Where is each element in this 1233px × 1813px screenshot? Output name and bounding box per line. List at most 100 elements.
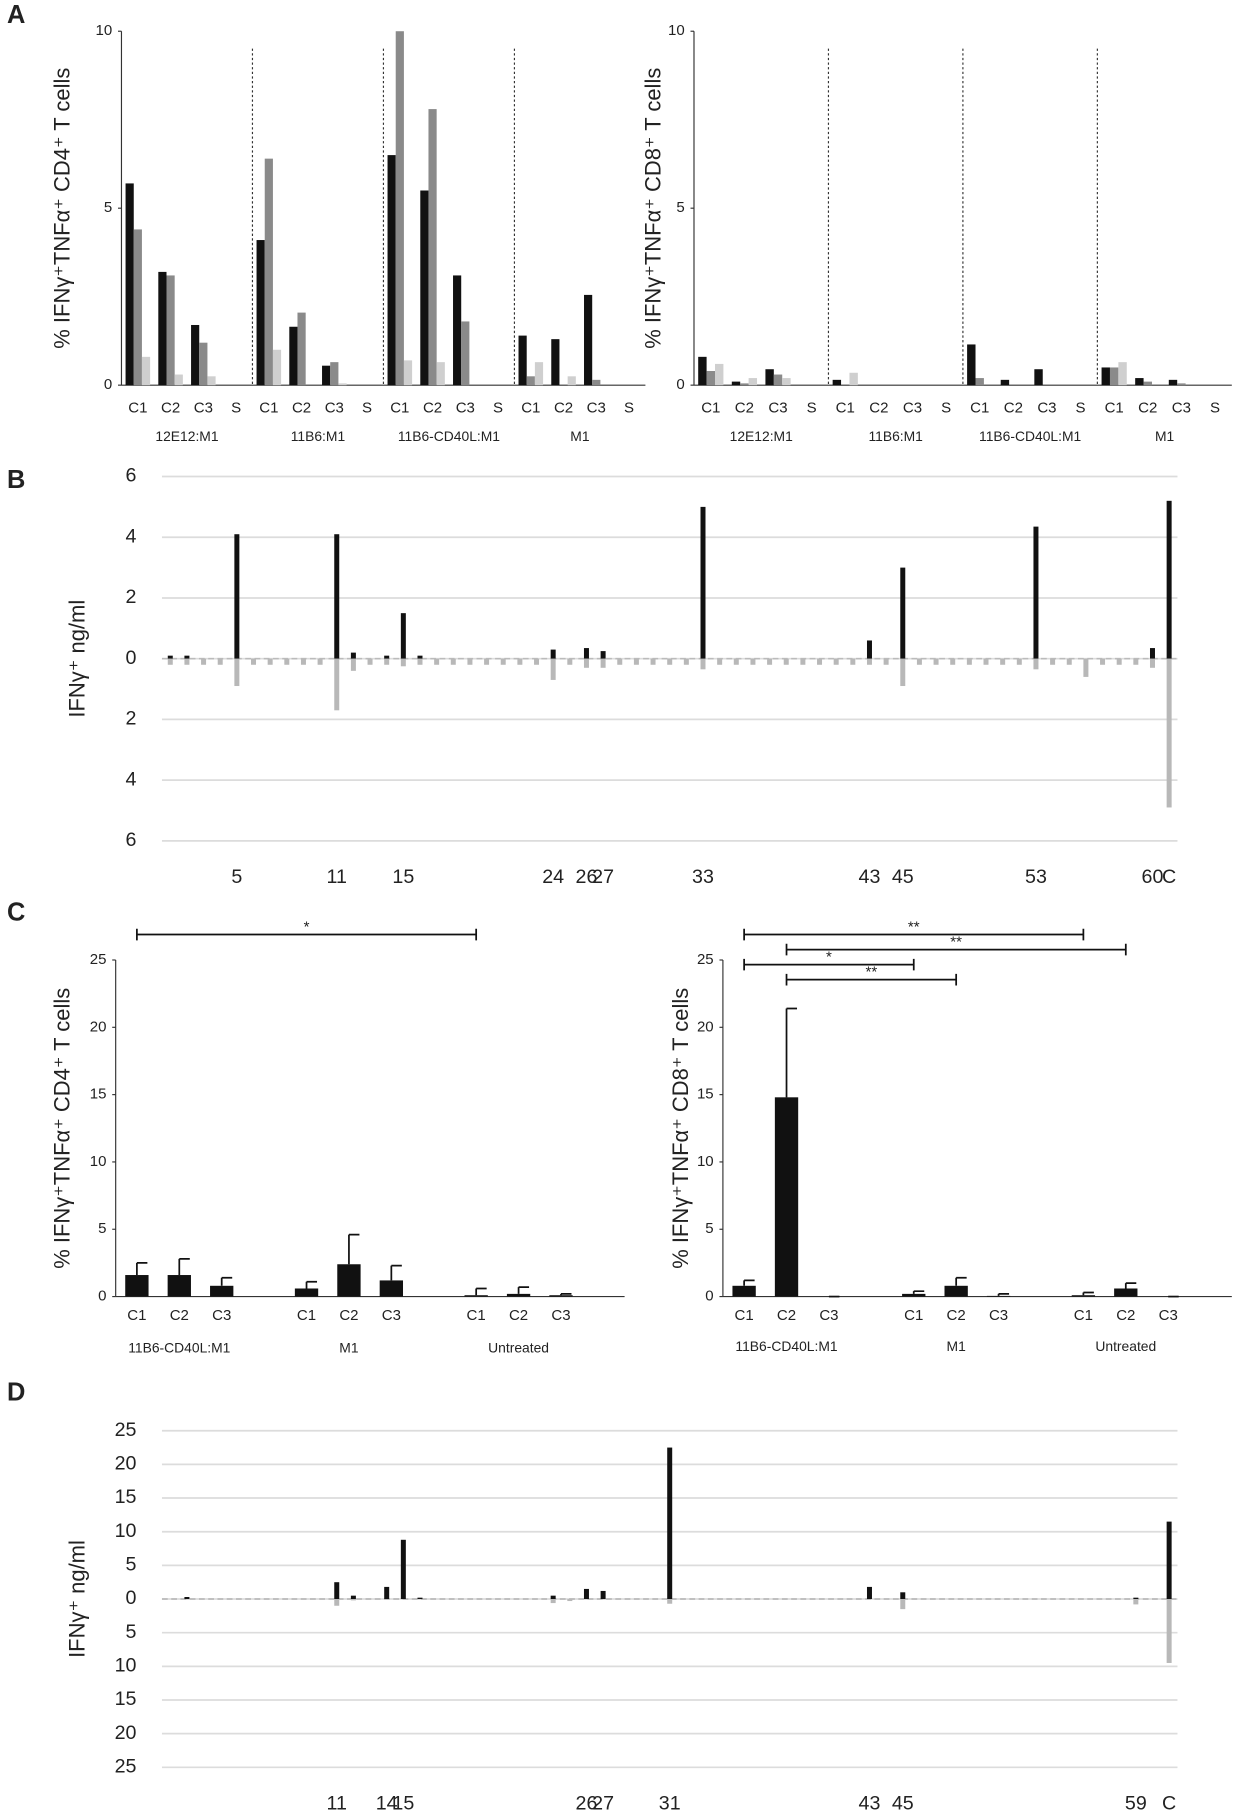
x-tick-label: 14 (376, 1793, 398, 1813)
bar (272, 349, 282, 386)
bar (334, 1599, 340, 1606)
bar (428, 109, 437, 386)
bar (1109, 367, 1119, 386)
bar (832, 379, 842, 386)
error-bar (997, 1293, 1010, 1296)
bar (395, 31, 404, 386)
y-tick-label: 15 (115, 1486, 137, 1508)
y-tick-label: 0 (126, 1587, 137, 1609)
bar (950, 658, 956, 665)
bar (567, 1599, 573, 1602)
y-tick-label: 5 (104, 199, 112, 216)
bar (583, 658, 589, 668)
x-tick-label: 24 (542, 866, 564, 888)
group-label: 11B6-CD40L:M1 (398, 428, 500, 444)
x-tick-label: 26 (576, 866, 598, 888)
y-tick-label: 25 (90, 951, 107, 968)
bar (167, 658, 173, 665)
y-axis-title: % IFNγ⁺TNFα⁺ CD8⁺ T cells (640, 68, 665, 349)
bar (174, 374, 183, 386)
bar (384, 1586, 390, 1600)
bar (1133, 658, 1139, 665)
bar (367, 658, 373, 665)
bar (384, 658, 390, 665)
bar (850, 658, 856, 665)
y-tick-label: 10 (115, 1655, 137, 1677)
bar (184, 658, 190, 665)
y-axis-title: % IFNγ⁺TNFα⁺ CD8⁺ T cells (668, 988, 693, 1269)
bar (975, 378, 984, 386)
error-bar (1082, 1291, 1094, 1296)
x-tick-label: C3 (1037, 399, 1056, 416)
bar (667, 1599, 673, 1604)
group-label: M1 (1155, 428, 1175, 444)
bar (732, 1285, 756, 1297)
x-tick-label: 59 (1125, 1793, 1147, 1813)
y-tick-label: 5 (705, 1220, 713, 1237)
bar (379, 1280, 404, 1297)
bar (866, 658, 872, 665)
bar (334, 658, 340, 711)
bar (883, 658, 889, 665)
bar (900, 1592, 906, 1600)
y-tick-label: 25 (115, 1419, 137, 1441)
x-tick-label: C2 (170, 1307, 189, 1324)
error-bar (560, 1293, 572, 1296)
bar (207, 376, 216, 386)
x-tick-label: 60 (1142, 866, 1164, 888)
bar (1166, 658, 1172, 808)
bar (350, 1599, 356, 1601)
y-tick-label: 15 (115, 1688, 137, 1710)
bar (133, 229, 142, 386)
x-tick-label: C2 (554, 399, 573, 416)
bar (765, 369, 774, 386)
bar (387, 155, 396, 386)
x-tick-label: C2 (735, 399, 754, 416)
significance-label: * (304, 919, 310, 936)
bar (141, 356, 151, 386)
group-label: Untreated (1095, 1338, 1156, 1354)
bar (500, 658, 506, 665)
bar (420, 190, 429, 386)
x-tick-label: C1 (1074, 1307, 1093, 1324)
error-bar (912, 1290, 925, 1294)
y-tick-label: 6 (126, 829, 137, 851)
y-tick-label: 20 (90, 1018, 107, 1035)
bar (550, 1595, 556, 1600)
x-tick-label: C2 (1116, 1307, 1135, 1324)
x-tick-label: C3 (903, 399, 922, 416)
y-tick-label: 0 (705, 1288, 713, 1305)
group-label: 11B6-CD40L:M1 (128, 1339, 230, 1355)
bar (1166, 500, 1172, 659)
error-bar (1124, 1282, 1137, 1289)
x-tick-label: S (941, 399, 951, 416)
bar (284, 658, 290, 665)
bar (733, 658, 739, 665)
bar (567, 376, 576, 386)
bar (184, 1597, 190, 1600)
group-label: 12E12:M1 (730, 428, 793, 444)
bar (900, 1599, 906, 1610)
bar (1050, 658, 1056, 665)
bar (384, 655, 390, 659)
group-label: 11B6:M1 (868, 428, 923, 444)
group-label: M1 (570, 428, 590, 444)
bar (1133, 1597, 1139, 1600)
y-axis-title: IFNγ⁺ ng/ml (64, 1540, 89, 1658)
bar (551, 339, 560, 386)
group-label: 11B6:M1 (291, 428, 346, 444)
error-bar (955, 1276, 967, 1286)
x-tick-label: C3 (819, 1307, 838, 1324)
bar (417, 655, 423, 659)
x-tick-label: S (493, 399, 503, 416)
x-tick-label: C2 (509, 1307, 528, 1324)
bar (1101, 367, 1110, 386)
error-bar (136, 1262, 148, 1276)
bar (334, 534, 340, 659)
bar (986, 1295, 1011, 1297)
y-tick-label: 20 (115, 1453, 137, 1475)
bar (698, 356, 707, 386)
bar (1071, 1295, 1096, 1297)
bar (783, 658, 789, 665)
